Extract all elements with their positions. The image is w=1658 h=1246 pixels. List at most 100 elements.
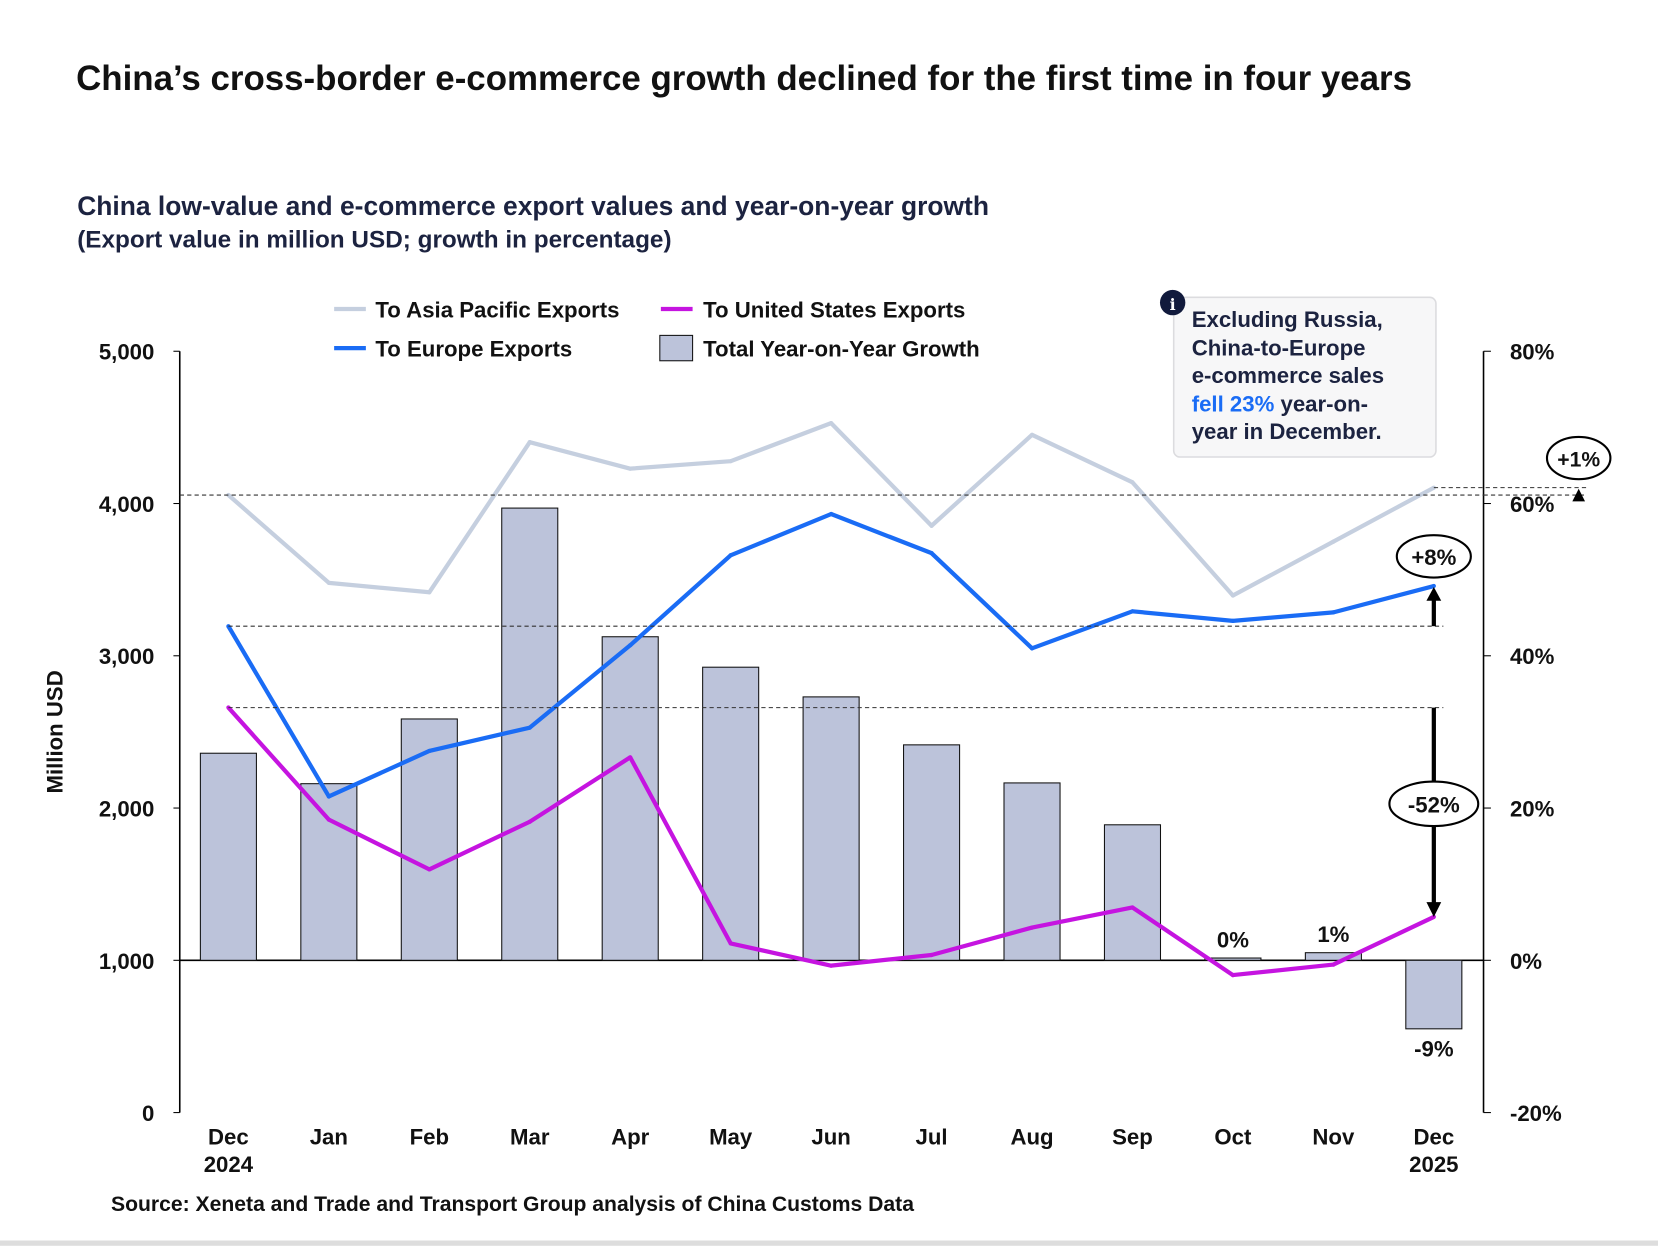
badge-us-change-text: -52% <box>1408 792 1460 817</box>
point-0 <box>1029 432 1035 437</box>
badge-asia-change-text: +1% <box>1557 449 1600 472</box>
y-tick-label: 4,000 <box>99 492 155 517</box>
info-box: i Excluding Russia, China-to-Europe e-co… <box>1159 289 1437 458</box>
point-0 <box>527 440 532 445</box>
legend-label-growth: Total Year-on-Year Growth <box>703 337 980 362</box>
x-tick-label: Jul <box>916 1124 948 1149</box>
point-0 <box>1331 539 1336 544</box>
point-2 <box>427 748 432 754</box>
y-tick-label: 0 <box>142 1101 154 1126</box>
point-1 <box>1029 925 1035 930</box>
info-line-4-rest: year-on- <box>1274 392 1368 417</box>
svg-text:i: i <box>1170 295 1176 314</box>
bar-growth <box>501 507 559 961</box>
y2-tick-label: 40% <box>1510 644 1555 669</box>
y2-tick-label: 60% <box>1510 492 1555 517</box>
point-2 <box>728 553 733 558</box>
bar-data-label: -9% <box>1414 1036 1454 1061</box>
y-tick-label: 3,000 <box>99 644 155 669</box>
legend: To Asia Pacific Exports To United States… <box>334 297 980 362</box>
point-1 <box>326 817 331 822</box>
x-tick-label: Oct <box>1214 1124 1252 1149</box>
y2-tick-label: 0% <box>1510 949 1542 974</box>
y-tick-label: 5,000 <box>99 340 155 365</box>
point-2 <box>1130 609 1135 614</box>
info-line-3: e-commerce sales <box>1192 363 1384 388</box>
point-0 <box>728 459 733 464</box>
bar-growth <box>1204 957 1262 961</box>
x-tick-label: Dec <box>1413 1124 1454 1149</box>
info-line-5: year in December. <box>1192 419 1382 444</box>
point-0 <box>628 466 633 471</box>
x-tick-label: May <box>709 1124 753 1149</box>
bar-growth <box>1405 959 1463 1030</box>
point-1 <box>527 819 532 824</box>
info-line-2: China-to-Europe <box>1192 335 1366 360</box>
bottom-border <box>0 1240 1658 1246</box>
bar-growth <box>802 696 860 961</box>
bar-growth <box>300 783 358 961</box>
y-tick-label: 2,000 <box>99 797 155 822</box>
y2-tick-label: 80% <box>1510 340 1555 365</box>
point-2 <box>829 511 834 517</box>
x-tick-label: Feb <box>410 1124 449 1149</box>
point-2 <box>1431 583 1436 589</box>
y2-tick-label: -20% <box>1510 1101 1562 1126</box>
bar-growth <box>702 666 760 961</box>
point-1 <box>929 952 934 958</box>
point-1 <box>1230 972 1236 978</box>
point-2 <box>226 624 231 629</box>
bar-growth <box>1103 824 1162 961</box>
x-tick-label: Apr <box>611 1124 650 1149</box>
info-highlight: fell 23% <box>1192 392 1275 417</box>
point-0 <box>1130 480 1135 485</box>
point-0 <box>829 421 834 426</box>
badge-europe-change <box>1395 534 1472 579</box>
point-2 <box>1331 610 1336 615</box>
bar-growth <box>601 636 659 961</box>
bar-data-label: 1% <box>1317 922 1349 947</box>
point-1 <box>427 867 432 872</box>
legend-label-asia: To Asia Pacific Exports <box>375 297 619 322</box>
point-2 <box>628 643 633 648</box>
point-0 <box>1230 593 1236 598</box>
legend-swatch-growth <box>659 334 694 362</box>
info-line-4: fell 23% year-on- <box>1192 392 1368 417</box>
point-0 <box>326 580 331 585</box>
point-1 <box>628 755 633 760</box>
x-tick-label: Aug <box>1010 1124 1053 1149</box>
y-tick-label: 1,000 <box>99 949 155 974</box>
point-1 <box>1130 905 1135 910</box>
legend-label-us: To United States Exports <box>703 297 965 322</box>
arrow-head-us <box>1426 902 1442 917</box>
point-0 <box>1431 485 1436 490</box>
arrow-head-europe <box>1426 587 1442 601</box>
source-note: Source: Xeneta and Trade and Transport G… <box>111 1193 914 1216</box>
bar-growth <box>400 718 458 961</box>
badge-europe-change-text: +8% <box>1411 545 1456 570</box>
info-line-1: Excluding Russia, <box>1192 307 1383 332</box>
point-2 <box>1230 618 1236 624</box>
point-1 <box>226 705 231 710</box>
point-1 <box>829 963 834 968</box>
annotations: +8% -52% +1% <box>179 435 1612 917</box>
x-tick-label: Mar <box>510 1124 550 1149</box>
badge-asia-change <box>1545 435 1612 481</box>
y-axis-label: Million USD <box>42 670 67 793</box>
bar-data-label: 0% <box>1217 927 1249 952</box>
x-tick-label-year: 2024 <box>204 1152 254 1177</box>
x-tick-label: Jun <box>811 1124 850 1149</box>
legend-label-europe: To Europe Exports <box>375 337 572 362</box>
info-icon <box>1159 289 1186 316</box>
point-1 <box>1331 962 1336 967</box>
x-tick-label-year: 2025 <box>1409 1152 1458 1177</box>
point-2 <box>326 794 331 799</box>
y2-tick-label: 20% <box>1510 797 1555 822</box>
chart-subtitle: China low-value and e-commerce export va… <box>77 191 989 221</box>
point-2 <box>527 725 532 730</box>
x-tick-label: Sep <box>1112 1124 1153 1149</box>
point-2 <box>1029 646 1035 651</box>
x-tick-label: Nov <box>1312 1124 1355 1149</box>
bar-growth <box>903 744 961 961</box>
